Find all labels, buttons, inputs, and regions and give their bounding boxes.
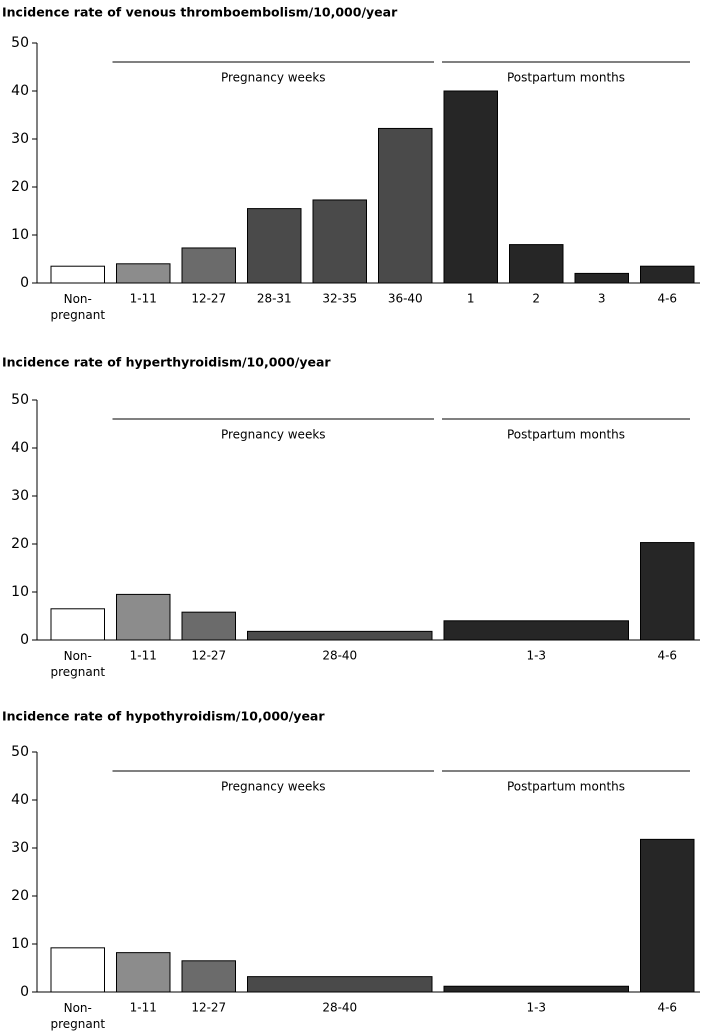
group-label: Postpartum months <box>507 428 625 442</box>
bar <box>247 976 433 993</box>
chart-title: Incidence rate of hypothyroidism/10,000/… <box>2 709 325 724</box>
group-label: Postpartum months <box>507 71 625 85</box>
x-tick-label: 1-3 <box>526 1001 546 1015</box>
bar <box>443 985 629 993</box>
bar <box>640 838 695 993</box>
bar <box>50 608 105 641</box>
x-tick-label: 36-40 <box>388 292 423 306</box>
x-tick-label: 4-6 <box>657 1001 677 1015</box>
y-tick-label: 30 <box>11 840 29 856</box>
y-tick-label: 20 <box>11 536 29 552</box>
y-tick-label: 40 <box>11 83 29 99</box>
y-tick-label: 30 <box>11 131 29 147</box>
y-tick-label: 0 <box>20 275 29 291</box>
x-tick-label: Non-pregnant <box>50 1001 105 1031</box>
x-tick-label: 2 <box>532 292 540 306</box>
x-tick-label: Non-pregnant <box>50 649 105 679</box>
x-tick-label: 1-3 <box>526 649 546 663</box>
bar <box>50 265 105 284</box>
bar <box>181 960 236 993</box>
y-tick-label: 50 <box>11 744 29 760</box>
y-tick-label: 0 <box>20 984 29 1000</box>
bar <box>116 263 171 284</box>
x-tick-label: 28-40 <box>322 1001 357 1015</box>
bar <box>50 947 105 993</box>
x-tick-label: 4-6 <box>657 292 677 306</box>
bar <box>116 593 171 641</box>
group-label: Pregnancy weeks <box>221 71 326 85</box>
group-label: Pregnancy weeks <box>221 780 326 794</box>
x-tick-label: 32-35 <box>322 292 357 306</box>
x-tick-label: Non-pregnant <box>50 292 105 322</box>
bar <box>181 611 236 641</box>
y-tick-label: 0 <box>20 632 29 648</box>
x-tick-label: 1-11 <box>130 292 157 306</box>
group-label: Pregnancy weeks <box>221 428 326 442</box>
y-tick-label: 30 <box>11 488 29 504</box>
bar <box>574 272 629 284</box>
x-tick-label: 28-40 <box>322 649 357 663</box>
x-tick-label: 1 <box>467 292 475 306</box>
bar <box>640 265 695 284</box>
chart-title: Incidence rate of venous thromboembolism… <box>2 5 398 20</box>
y-tick-label: 20 <box>11 179 29 195</box>
x-tick-label: 12-27 <box>191 649 226 663</box>
x-tick-label: 1-11 <box>130 1001 157 1015</box>
bar <box>378 127 433 284</box>
bar <box>312 199 367 284</box>
x-tick-label: 4-6 <box>657 649 677 663</box>
bar <box>247 208 302 284</box>
bar <box>509 244 564 284</box>
bar <box>181 247 236 284</box>
bar <box>443 620 629 641</box>
y-tick-label: 10 <box>11 584 29 600</box>
x-tick-label: 3 <box>598 292 606 306</box>
bar <box>116 952 171 993</box>
y-tick-label: 20 <box>11 888 29 904</box>
y-tick-label: 40 <box>11 792 29 808</box>
x-tick-label: 28-31 <box>257 292 292 306</box>
group-label: Postpartum months <box>507 780 625 794</box>
x-tick-label: 12-27 <box>191 292 226 306</box>
x-tick-label: 1-11 <box>130 649 157 663</box>
bar <box>247 630 433 641</box>
y-tick-label: 50 <box>11 35 29 51</box>
bar <box>640 542 695 641</box>
y-tick-label: 40 <box>11 440 29 456</box>
x-tick-label: 12-27 <box>191 1001 226 1015</box>
y-tick-label: 10 <box>11 936 29 952</box>
bar <box>443 90 498 284</box>
chart-title: Incidence rate of hyperthyroidism/10,000… <box>2 355 331 370</box>
y-tick-label: 10 <box>11 227 29 243</box>
y-tick-label: 50 <box>11 392 29 408</box>
